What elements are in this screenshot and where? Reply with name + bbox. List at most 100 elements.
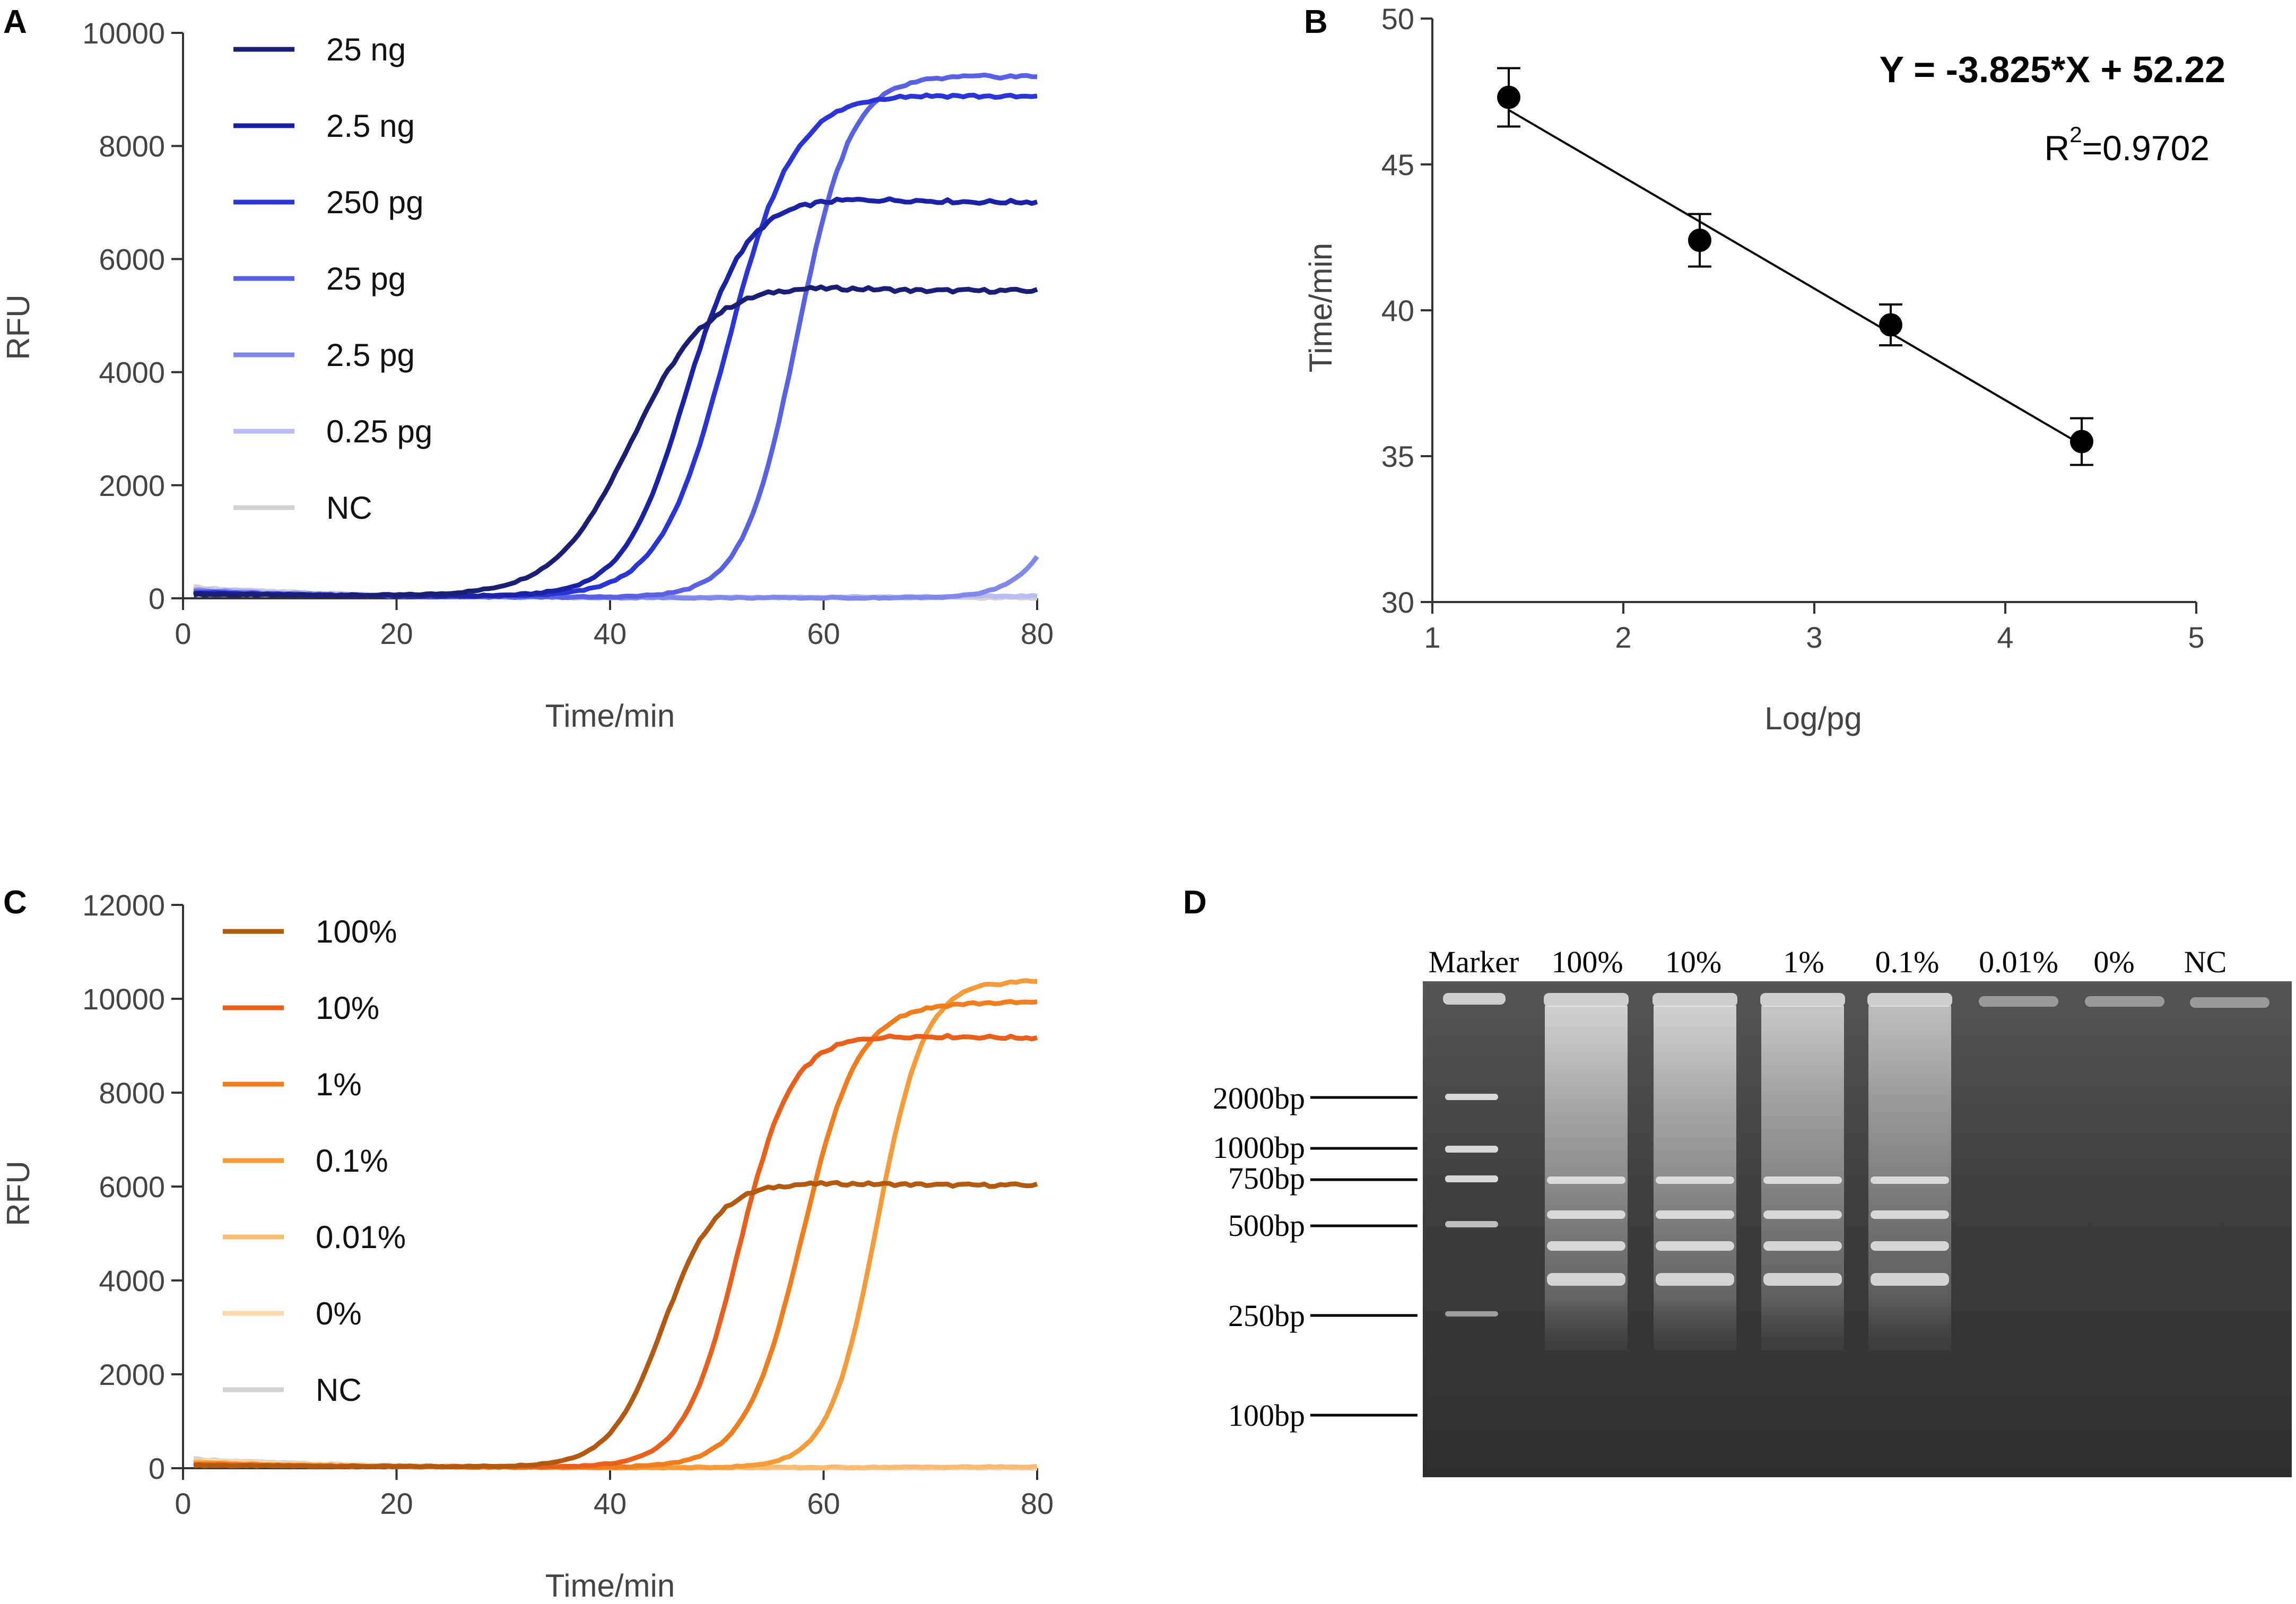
chart-c-x-tick-label: 40 xyxy=(594,1487,627,1520)
gel-sample-band xyxy=(1763,1210,1842,1219)
chart-c-x-tick-label: 60 xyxy=(807,1487,840,1520)
gel-sample-band xyxy=(1763,1273,1842,1286)
gel-ladder-band-500 xyxy=(1445,1221,1498,1227)
gel-marker-label-1000bp: 1000bp xyxy=(1213,1130,1305,1165)
chart-c-x-tick-label: 20 xyxy=(380,1487,413,1520)
chart-a-y-tick-label: 6000 xyxy=(99,242,165,276)
gel-ladder-band-1000 xyxy=(1445,1146,1498,1153)
gel-well xyxy=(2085,996,2164,1007)
chart-a-series-line xyxy=(194,72,1038,600)
chart-c-legend-label: 0.1% xyxy=(316,1143,388,1179)
chart-a-y-axis-label: RFU xyxy=(1,294,36,360)
chart-a-y-tick-label: 0 xyxy=(149,582,165,615)
chart-c-amplification: RFU Time/min 0 2000 4000 6000 8000 10000 12000… xyxy=(1,888,1054,1603)
chart-a-y-tick-label: 4000 xyxy=(99,356,165,389)
gel-lane-label-0-1: 0.1% xyxy=(1875,945,1940,979)
gel-sample-band xyxy=(1547,1273,1625,1286)
gel-well xyxy=(2190,997,2269,1008)
chart-b-fit-line xyxy=(1508,109,2083,446)
gel-well xyxy=(1979,996,2058,1007)
chart-b-x-tick-label: 3 xyxy=(1806,621,1822,654)
chart-a-legend-label: 25 pg xyxy=(326,261,406,297)
gel-sample-band xyxy=(1871,1241,1949,1251)
chart-a-y-tick-label: 2000 xyxy=(99,469,165,502)
gel-sample-band xyxy=(1871,1273,1949,1286)
chart-b-y-tick-label: 50 xyxy=(1381,2,1414,36)
gel-wells xyxy=(1443,993,2269,1008)
chart-a-legend-label: 0.25 pg xyxy=(326,414,432,449)
chart-a-x-tick-label: 0 xyxy=(175,617,191,650)
chart-b-y-tick-label: 30 xyxy=(1381,586,1414,619)
chart-c-legend-label: 100% xyxy=(316,914,397,949)
chart-a-y-tick-label: 8000 xyxy=(99,129,165,163)
chart-c-x-tick-label: 0 xyxy=(175,1487,191,1520)
gel-ladder-band-2000 xyxy=(1445,1094,1498,1100)
gel-sample-band xyxy=(1871,1210,1949,1219)
chart-b-y-tick-label: 35 xyxy=(1381,440,1414,473)
chart-a-legend-label: 250 pg xyxy=(326,185,424,220)
gel-sample-band xyxy=(1763,1176,1842,1184)
gel-ladder-band-250 xyxy=(1445,1311,1498,1317)
gel-well xyxy=(1760,993,1845,1007)
chart-c-y-tick-label: 12000 xyxy=(82,888,165,922)
gel-size-markers: 2000bp 1000bp 750bp 500bp 250bp 100bp xyxy=(1213,1081,1417,1433)
chart-b-point xyxy=(1879,313,1902,337)
chart-c-y-tick-label: 2000 xyxy=(99,1358,165,1391)
chart-a-series-line xyxy=(193,196,1038,599)
gel-sample-band xyxy=(1656,1176,1734,1184)
chart-a-x-axis-label: Time/min xyxy=(545,698,675,734)
chart-a-series-line xyxy=(194,92,1038,599)
panel-label-a: A xyxy=(3,4,27,40)
chart-b-x-tick-label: 5 xyxy=(2188,621,2204,654)
gel-sample-band xyxy=(1763,1241,1842,1251)
gel-panel: Marker 100% 10% 1% 0.1% 0.01% 0% NC xyxy=(1213,945,2292,1477)
chart-a-legend-label: 2.5 ng xyxy=(326,108,415,144)
chart-c-y-tick-label: 0 xyxy=(149,1452,165,1485)
gel-sample-band xyxy=(1871,1176,1949,1184)
chart-c-y-tick-label: 6000 xyxy=(99,1170,165,1204)
panel-label-c: C xyxy=(3,884,27,921)
chart-a-x-tick-label: 80 xyxy=(1021,617,1054,650)
chart-c-legend-label: 0.01% xyxy=(316,1219,406,1255)
chart-c-legend-label: 10% xyxy=(316,990,379,1026)
chart-c-x-axis-label: Time/min xyxy=(545,1568,675,1603)
gel-lane-label-marker: Marker xyxy=(1429,945,1519,979)
chart-c-x-tick-label: 80 xyxy=(1021,1487,1054,1520)
gel-lane-label-0-01: 0.01% xyxy=(1979,945,2058,979)
chart-c-y-tick-label: 4000 xyxy=(99,1264,165,1297)
panel-label-d: D xyxy=(1183,884,1207,921)
gel-well xyxy=(1544,993,1629,1007)
chart-c-series-line xyxy=(193,1180,1038,1469)
gel-sample-band xyxy=(1656,1241,1734,1251)
gel-lane-label-0: 0% xyxy=(2093,945,2134,979)
chart-b-y-axis-label: Time/min xyxy=(1303,243,1338,372)
chart-c-y-tick-label: 10000 xyxy=(82,982,165,1016)
chart-b-equation: Y = -3.825*X + 52.22 xyxy=(1879,49,2225,90)
chart-b-point xyxy=(2070,430,2093,454)
chart-b-point xyxy=(1688,229,1711,252)
chart-a-series-line xyxy=(193,284,1038,599)
chart-a-legend-label: 25 ng xyxy=(326,32,406,67)
gel-well xyxy=(1653,993,1737,1007)
gel-marker-label-500bp: 500bp xyxy=(1228,1208,1305,1243)
gel-lane-label-100: 100% xyxy=(1551,945,1623,979)
gel-lane-label-nc: NC xyxy=(2184,945,2227,979)
gel-marker-label-750bp: 750bp xyxy=(1228,1161,1305,1196)
gel-marker-label-100bp: 100bp xyxy=(1228,1398,1305,1433)
gel-well xyxy=(1443,993,1506,1005)
chart-a-amplification: RFU Time/min 0 2000 4000 6000 8000 10000 0 20 40… xyxy=(1,16,1054,734)
gel-lane-label-1: 1% xyxy=(1783,945,1824,979)
chart-a-x-tick-label: 40 xyxy=(594,617,627,650)
chart-a-x-tick-label: 60 xyxy=(807,617,840,650)
gel-sample-band xyxy=(1656,1273,1734,1286)
gel-well xyxy=(1867,993,1952,1007)
chart-a-x-tick-label: 20 xyxy=(380,617,413,650)
chart-a-legend-label: 2.5 pg xyxy=(326,337,415,373)
gel-sample-band xyxy=(1547,1210,1625,1219)
gel-marker-label-2000bp: 2000bp xyxy=(1213,1081,1305,1115)
chart-a-y-tick-label: 10000 xyxy=(82,16,165,50)
chart-b-y-tick-label: 45 xyxy=(1381,148,1414,181)
chart-c-legend-label: NC xyxy=(316,1372,362,1408)
chart-a-legend-label: NC xyxy=(326,490,372,526)
